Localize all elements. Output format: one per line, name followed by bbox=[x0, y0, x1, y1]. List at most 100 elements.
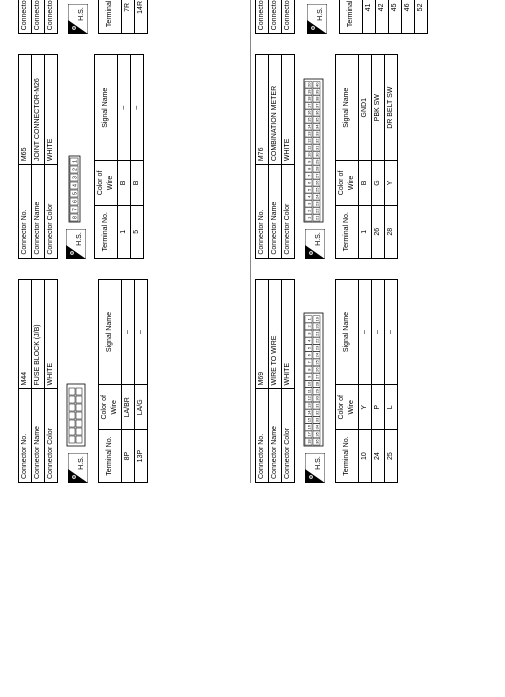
connector-diagram-icon bbox=[66, 307, 90, 447]
label-connector-name: Connector Name bbox=[32, 0, 45, 34]
svg-text:16: 16 bbox=[306, 109, 311, 114]
value-connector-name: COMBINATION METER bbox=[268, 55, 281, 165]
connector-info-table: Connector No. M69 Connector Name WIRE TO… bbox=[255, 279, 295, 483]
connector-panel-M69: Connector No. M69 Connector Name WIRE TO… bbox=[255, 279, 483, 483]
value-connector-color: WHITE bbox=[45, 55, 58, 165]
svg-text:1: 1 bbox=[306, 317, 311, 320]
label-connector-color: Connector Color bbox=[45, 165, 58, 259]
connector-panel-M44: Connector No. M44 Connector Name FUSE BL… bbox=[18, 279, 246, 483]
connector-info-table: Connector No. M44 Connector Name FUSE BL… bbox=[18, 279, 58, 483]
pin-row: 45 LA/G BAT bbox=[388, 0, 401, 34]
svg-text:4: 4 bbox=[306, 339, 311, 342]
svg-text:18: 18 bbox=[306, 439, 311, 444]
connector-panel-M65: Connector No. M65 Connector Name JOINT C… bbox=[18, 54, 246, 258]
connector-panel-M76: Connector No. M76 Connector Name COMBINA… bbox=[255, 54, 483, 258]
label-connector-color: Connector Color bbox=[281, 165, 294, 259]
signal-name: – bbox=[118, 55, 131, 161]
label-connector-name: Connector Name bbox=[268, 389, 281, 483]
svg-text:2: 2 bbox=[306, 325, 311, 328]
hs-icon: H.S. bbox=[68, 453, 88, 483]
hs-icon: H.S. bbox=[68, 4, 88, 34]
connector-info-table: Connector No. M68 Connector Name FUSE BL… bbox=[18, 0, 58, 34]
terminal-no: 1 bbox=[118, 205, 131, 258]
svg-text:7: 7 bbox=[306, 361, 311, 364]
header-terminal-no: Terminal No. bbox=[99, 0, 122, 34]
wire-color: B bbox=[358, 161, 371, 206]
header-terminal-no: Terminal No. bbox=[339, 0, 362, 34]
svg-text:10: 10 bbox=[306, 381, 311, 386]
svg-text:12: 12 bbox=[306, 395, 311, 400]
svg-text:34: 34 bbox=[314, 424, 319, 429]
pin-row: 7R LA/V – bbox=[122, 0, 135, 34]
svg-text:3: 3 bbox=[73, 176, 79, 179]
svg-text:34: 34 bbox=[314, 123, 319, 128]
svg-text:3: 3 bbox=[306, 332, 311, 335]
signal-name: – bbox=[122, 279, 135, 385]
connector-diagram-row: H.S. 8 7 6 5 4 3 2 1 bbox=[66, 54, 86, 258]
pin-row: 42 P CAN-L bbox=[375, 0, 388, 34]
svg-text:36: 36 bbox=[314, 439, 319, 444]
pin-row: 46 LA/BR IGN bbox=[401, 0, 414, 34]
svg-text:36: 36 bbox=[314, 109, 319, 114]
svg-text:1: 1 bbox=[306, 216, 311, 219]
value-connector-no: M76 bbox=[255, 55, 268, 165]
label-connector-name: Connector Name bbox=[32, 389, 45, 483]
svg-text:14: 14 bbox=[306, 123, 311, 128]
terminal-no: 46 bbox=[401, 0, 414, 34]
signal-name: – bbox=[384, 279, 397, 385]
pin-row: 24 P – bbox=[371, 279, 384, 482]
pin-row: 26 G PBK SW bbox=[371, 55, 384, 258]
terminal-no: 13P bbox=[135, 430, 148, 483]
svg-text:8: 8 bbox=[73, 216, 79, 219]
svg-text:9: 9 bbox=[306, 375, 311, 378]
pin-row: 5 B – bbox=[131, 55, 144, 258]
svg-text:7: 7 bbox=[306, 174, 311, 177]
value-connector-no: M44 bbox=[19, 279, 32, 389]
svg-text:20: 20 bbox=[306, 81, 311, 86]
wire-color: LA/G bbox=[135, 385, 148, 430]
svg-text:13: 13 bbox=[306, 403, 311, 408]
svg-text:19: 19 bbox=[314, 316, 319, 321]
terminal-no: 10 bbox=[358, 430, 371, 483]
signal-name: – bbox=[358, 279, 371, 385]
signal-name: – bbox=[131, 55, 144, 161]
terminal-no: 45 bbox=[388, 0, 401, 34]
signal-name: GND1 bbox=[358, 55, 371, 161]
svg-text:2: 2 bbox=[306, 209, 311, 212]
header-signal-name: Signal Name bbox=[95, 55, 118, 161]
label-connector-no: Connector No. bbox=[19, 389, 32, 483]
svg-text:4: 4 bbox=[73, 184, 79, 187]
figure-id: AANIA2461GB bbox=[482, 0, 495, 483]
header-terminal-no: Terminal No. bbox=[335, 205, 358, 258]
pin-row: 14R W – bbox=[135, 0, 148, 34]
svg-text:21: 21 bbox=[314, 214, 319, 219]
connector-panel-M77: Connector No. M77 Connector Name COMBINA… bbox=[255, 0, 483, 34]
svg-text:39: 39 bbox=[314, 88, 319, 93]
svg-text:22: 22 bbox=[314, 338, 319, 343]
hs-icon: H.S. bbox=[305, 453, 325, 483]
connector-diagram-row: H.S. bbox=[66, 279, 90, 483]
svg-text:6: 6 bbox=[306, 353, 311, 356]
connector-panel-M68: Connector No. M68 Connector Name FUSE BL… bbox=[18, 0, 246, 34]
header-terminal-no: Terminal No. bbox=[99, 430, 122, 483]
svg-text:2: 2 bbox=[73, 168, 79, 171]
svg-text:31: 31 bbox=[314, 403, 319, 408]
connector-diagram-icon: 18 17 16 15 14 13 12 11 10 9 8 7 bbox=[303, 307, 327, 447]
terminal-no: 42 bbox=[375, 0, 388, 34]
label-connector-color: Connector Color bbox=[281, 389, 294, 483]
svg-text:H.S.: H.S. bbox=[76, 232, 83, 246]
terminal-no: 5 bbox=[131, 205, 144, 258]
label-connector-no: Connector No. bbox=[19, 165, 32, 259]
svg-text:33: 33 bbox=[314, 130, 319, 135]
terminal-no: 28 bbox=[384, 205, 397, 258]
value-connector-no: M69 bbox=[255, 279, 268, 389]
svg-text:25: 25 bbox=[314, 186, 319, 191]
label-connector-color: Connector Color bbox=[281, 0, 294, 34]
svg-text:8: 8 bbox=[306, 167, 311, 170]
svg-text:28: 28 bbox=[314, 165, 319, 170]
signal-name: DR BELT SW bbox=[384, 55, 397, 161]
header-color-of-wire: Color of Wire bbox=[335, 385, 358, 430]
header-signal-name: Signal Name bbox=[99, 279, 122, 385]
label-connector-no: Connector No. bbox=[255, 0, 268, 34]
wire-color: Y bbox=[358, 385, 371, 430]
